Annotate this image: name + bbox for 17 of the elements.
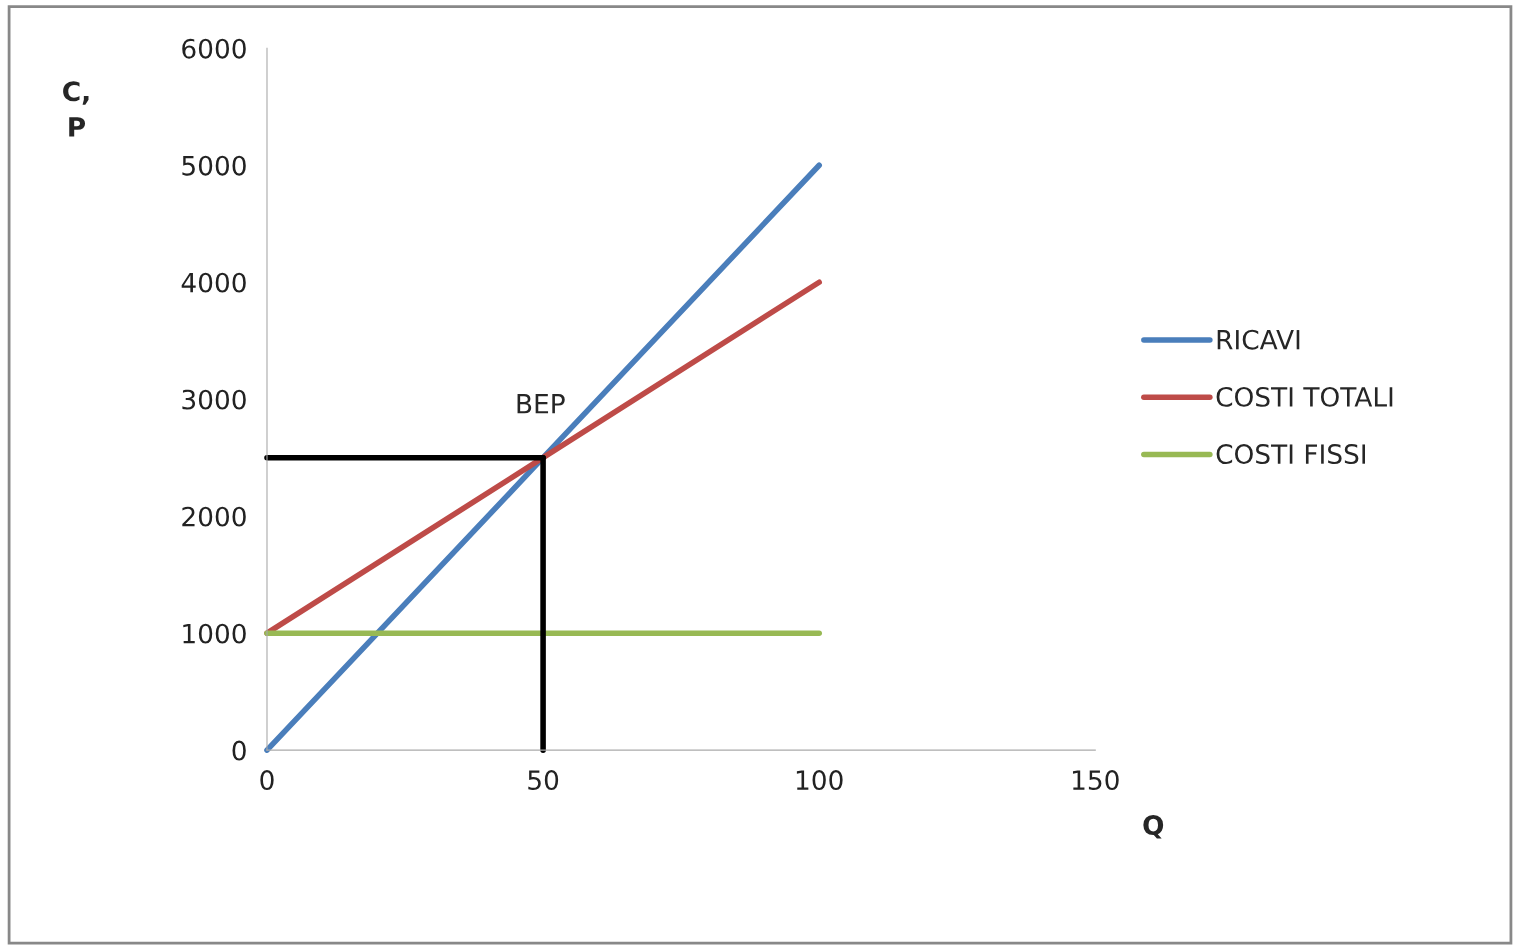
y-tick-label: 0 bbox=[232, 740, 246, 761]
x-axis-title: Q bbox=[1143, 815, 1164, 839]
annotation: BEP bbox=[517, 394, 565, 414]
y-tick-label: 3000 bbox=[182, 389, 246, 410]
x-tick-label: 100 bbox=[796, 770, 843, 791]
legend-label: COSTI TOTALI bbox=[1216, 386, 1393, 407]
y-axis-title: C, P bbox=[63, 81, 89, 137]
y-tick-label: 2000 bbox=[182, 506, 246, 527]
legend-label: COSTI FISSI bbox=[1216, 444, 1366, 465]
x-tick-label: 0 bbox=[260, 770, 274, 791]
y-tick-label: 4000 bbox=[181, 272, 246, 293]
x-tick-label: 50 bbox=[528, 770, 559, 791]
x-tick-label: 150 bbox=[1072, 770, 1119, 791]
legend-label: RICAVI bbox=[1217, 329, 1300, 350]
y-tick-label: 6000 bbox=[182, 38, 246, 59]
y-tick-label: 5000 bbox=[182, 155, 246, 176]
y-tick-label: 1000 bbox=[183, 623, 246, 644]
